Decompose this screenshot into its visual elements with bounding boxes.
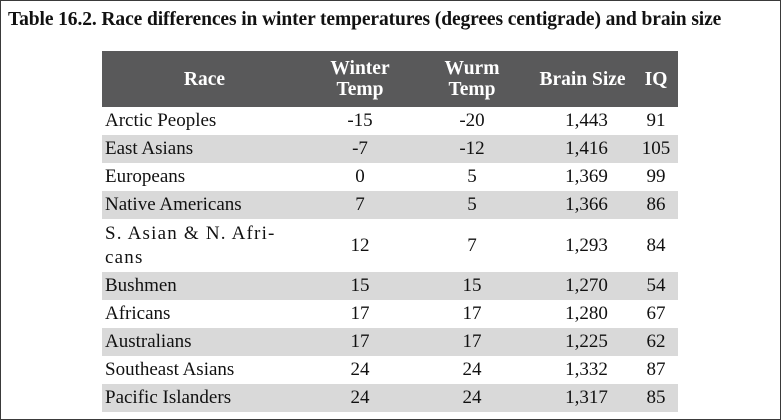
cell-race: Bushmen	[102, 272, 307, 300]
cell-iq: 62	[634, 328, 678, 356]
cell-wurm-temp: -20	[459, 110, 485, 131]
table-row: Bushmen 15 15 1,270 54	[102, 272, 678, 300]
cell-iq: 99	[646, 166, 666, 187]
cell-race-line-1: S. Asian & N. Afri-	[105, 222, 276, 244]
cell-race: East Asians	[102, 135, 307, 163]
cell-winter-temp: -15	[347, 110, 373, 131]
table-row: Africans 17 17 1,280 67	[102, 300, 678, 328]
table-row: Native Americans 7 5 1,366 86	[102, 191, 678, 219]
cell-iq: 84	[646, 234, 666, 256]
race-differences-table: Race Winter Temp Wurm Temp Brain Size IQ…	[102, 51, 678, 412]
cell-winter-temp: 7	[307, 191, 413, 219]
cell-iq: 85	[634, 384, 678, 412]
table-row: East Asians -7 -12 1,416 105	[102, 135, 678, 163]
cell-brain-size: 1,366	[531, 191, 634, 219]
table-row: Southeast Asians 24 24 1,332 87	[102, 356, 678, 384]
cell-race: Native Americans	[102, 191, 307, 219]
header-wurm-temp-line-1: Wurm	[444, 58, 500, 79]
header-brain-size: Brain Size	[531, 51, 634, 107]
cell-iq: 86	[634, 191, 678, 219]
cell-iq: 87	[646, 359, 666, 380]
cell-wurm-temp: 5	[413, 191, 531, 219]
cell-brain-size: 1,293	[565, 234, 608, 256]
table-row: Australians 17 17 1,225 62	[102, 328, 678, 356]
cell-brain-size: 1,225	[531, 328, 634, 356]
cell-wurm-temp: 24	[462, 359, 482, 380]
table-row: Arctic Peoples -15 -20 1,443 91	[102, 107, 678, 135]
table-row: S. Asian & N. Afri- cans 12 7 1,293 84	[102, 219, 678, 272]
cell-race: S. Asian & N. Afri- cans	[102, 219, 307, 272]
cell-wurm-temp: 7	[467, 234, 477, 256]
cell-race: Australians	[102, 328, 307, 356]
cell-iq: 54	[634, 272, 678, 300]
header-race: Race	[102, 51, 307, 107]
cell-race-line-2: cans	[105, 246, 144, 268]
cell-brain-size: 1,416	[531, 135, 634, 163]
cell-race: Pacific Islanders	[102, 384, 307, 412]
cell-iq: 105	[634, 135, 678, 163]
header-wurm-temp: Wurm Temp	[413, 51, 531, 107]
cell-brain-size: 1,280	[565, 303, 608, 324]
cell-iq: 91	[646, 110, 666, 131]
header-row: Race Winter Temp Wurm Temp Brain Size IQ	[102, 51, 678, 107]
cell-wurm-temp: 17	[462, 303, 482, 324]
cell-winter-temp: 24	[350, 359, 370, 380]
cell-winter-temp: 12	[350, 234, 370, 256]
cell-wurm-temp: 15	[413, 272, 531, 300]
cell-winter-temp: 17	[307, 328, 413, 356]
cell-brain-size: 1,369	[565, 166, 608, 187]
cell-winter-temp: -7	[307, 135, 413, 163]
cell-wurm-temp: 17	[413, 328, 531, 356]
cell-race: Southeast Asians	[105, 359, 235, 380]
cell-race: Africans	[105, 303, 171, 324]
header-iq: IQ	[634, 51, 678, 107]
cell-brain-size: 1,317	[531, 384, 634, 412]
cell-winter-temp: 24	[307, 384, 413, 412]
cell-brain-size: 1,443	[565, 110, 608, 131]
header-winter-temp-line-1: Winter	[330, 58, 390, 79]
table-caption: Table 16.2. Race differences in winter t…	[8, 9, 722, 30]
cell-winter-temp: 0	[355, 166, 365, 187]
cell-winter-temp: 17	[350, 303, 370, 324]
cell-wurm-temp: 24	[413, 384, 531, 412]
cell-race: Arctic Peoples	[105, 110, 217, 131]
header-wurm-temp-line-2: Temp	[448, 79, 496, 100]
cell-brain-size: 1,270	[531, 272, 634, 300]
table-row: Europeans 0 5 1,369 99	[102, 163, 678, 191]
header-winter-temp: Winter Temp	[307, 51, 413, 107]
header-winter-temp-line-2: Temp	[336, 79, 384, 100]
cell-brain-size: 1,332	[565, 359, 608, 380]
cell-wurm-temp: -12	[413, 135, 531, 163]
table-row: Pacific Islanders 24 24 1,317 85	[102, 384, 678, 412]
cell-wurm-temp: 5	[467, 166, 477, 187]
cell-iq: 67	[646, 303, 666, 324]
cell-winter-temp: 15	[307, 272, 413, 300]
cell-race: Europeans	[105, 166, 186, 187]
